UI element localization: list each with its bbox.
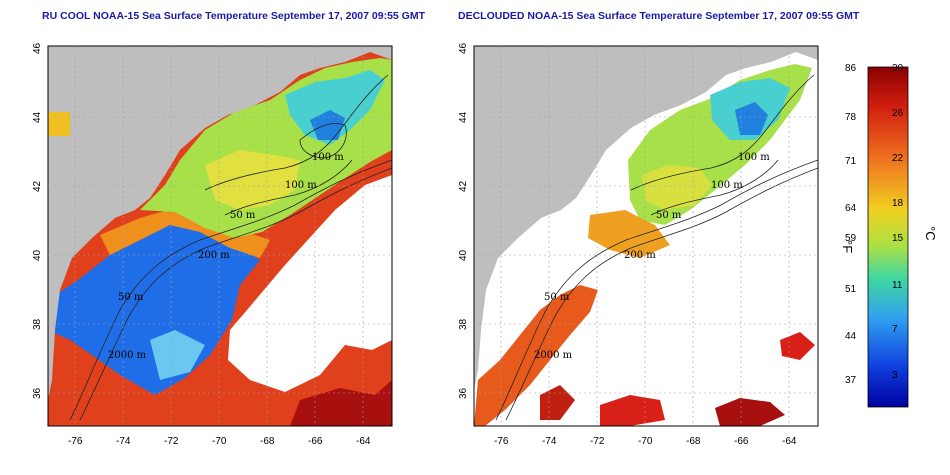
lon-tick-label: -68 bbox=[260, 436, 275, 447]
fahrenheit-unit-label: °F bbox=[840, 240, 855, 253]
lon-tick-label: -74 bbox=[116, 436, 131, 447]
contour-label: 100 m bbox=[738, 152, 770, 163]
celsius-tick: 11 bbox=[892, 280, 903, 291]
fahrenheit-tick: 59 bbox=[845, 233, 857, 244]
lat-tick-label: 44 bbox=[32, 111, 43, 123]
lat-tick-label: 36 bbox=[32, 387, 43, 399]
lat-tick-label: 40 bbox=[458, 249, 469, 261]
colorbar-gradient bbox=[867, 66, 909, 408]
left-lon-axis: -76 -74 -72 -70 -68 -66 -64 bbox=[68, 436, 371, 447]
celsius-scale: 30 26 22 18 15 11 7 3 bbox=[892, 63, 904, 381]
temperature-colorbar: 86 78 71 64 59 51 44 37 30 26 22 18 15 1… bbox=[840, 63, 938, 408]
lon-tick-label: -76 bbox=[68, 436, 83, 447]
right-map-panel: 100 m 100 m 50 m 200 m 50 m 2000 m -76 -… bbox=[458, 42, 819, 447]
cloud-region bbox=[228, 175, 392, 392]
lat-tick-label: 38 bbox=[32, 318, 43, 330]
fahrenheit-tick: 37 bbox=[845, 375, 857, 386]
land-mass bbox=[474, 46, 818, 390]
celsius-tick: 30 bbox=[892, 63, 904, 74]
lat-tick-label: 38 bbox=[458, 318, 469, 330]
left-grid bbox=[48, 46, 392, 426]
contour-label: 2000 m bbox=[534, 350, 573, 361]
contour-label: 100 m bbox=[285, 180, 317, 191]
right-map-frame bbox=[473, 45, 819, 427]
lon-tick-label: -72 bbox=[590, 436, 605, 447]
celsius-tick: 15 bbox=[892, 233, 904, 244]
contour-label: 200 m bbox=[624, 250, 656, 261]
bathymetry-contours bbox=[69, 74, 392, 421]
lon-tick-label: -70 bbox=[638, 436, 653, 447]
fahrenheit-scale: 86 78 71 64 59 51 44 37 bbox=[845, 63, 857, 386]
contour-label: 50 m bbox=[544, 292, 570, 303]
lon-tick-label: -72 bbox=[164, 436, 179, 447]
fahrenheit-tick: 64 bbox=[845, 203, 857, 214]
fahrenheit-tick: 51 bbox=[845, 284, 857, 295]
lat-tick-label: 46 bbox=[32, 42, 43, 54]
contour-label: 200 m bbox=[198, 250, 230, 261]
lon-tick-label: -64 bbox=[782, 436, 797, 447]
left-map-title: RU COOL NOAA-15 Sea Surface Temperature … bbox=[42, 10, 426, 22]
celsius-tick: 22 bbox=[892, 153, 904, 164]
contour-label: 2000 m bbox=[108, 350, 147, 361]
fahrenheit-tick: 78 bbox=[845, 112, 857, 123]
contour-label: 50 m bbox=[118, 292, 144, 303]
left-lat-axis: 36 38 40 42 44 46 bbox=[32, 42, 43, 399]
land-mass bbox=[48, 46, 392, 400]
lat-tick-label: 40 bbox=[32, 249, 43, 261]
fahrenheit-tick: 86 bbox=[845, 63, 857, 74]
right-grid bbox=[474, 46, 818, 426]
right-map-title: DECLOUDED NOAA-15 Sea Surface Temperatur… bbox=[458, 10, 860, 22]
lon-tick-label: -66 bbox=[308, 436, 323, 447]
right-lon-axis: -76 -74 -72 -70 -68 -66 -64 bbox=[494, 436, 797, 447]
lon-tick-label: -68 bbox=[686, 436, 701, 447]
lon-tick-label: -76 bbox=[494, 436, 509, 447]
lon-tick-label: -70 bbox=[212, 436, 227, 447]
left-map-frame bbox=[47, 45, 393, 427]
fahrenheit-tick: 71 bbox=[845, 156, 857, 167]
bathymetry-contours bbox=[495, 74, 818, 421]
celsius-tick: 18 bbox=[892, 198, 904, 209]
contour-label: 100 m bbox=[312, 152, 344, 163]
lat-tick-label: 42 bbox=[32, 180, 43, 192]
fahrenheit-tick: 44 bbox=[845, 331, 857, 342]
lat-tick-label: 44 bbox=[458, 111, 469, 123]
contour-label: 100 m bbox=[711, 180, 743, 191]
contour-label: 50 m bbox=[230, 210, 256, 221]
lat-tick-label: 46 bbox=[458, 42, 469, 54]
celsius-tick: 26 bbox=[892, 108, 904, 119]
lat-tick-label: 42 bbox=[458, 180, 469, 192]
lon-tick-label: -74 bbox=[542, 436, 557, 447]
lon-tick-label: -66 bbox=[734, 436, 749, 447]
lat-tick-label: 36 bbox=[458, 387, 469, 399]
contour-label: 50 m bbox=[656, 210, 682, 221]
celsius-tick: 7 bbox=[892, 324, 898, 335]
celsius-tick: 3 bbox=[892, 370, 898, 381]
lon-tick-label: -64 bbox=[356, 436, 371, 447]
left-map-panel: 100 m 100 m 50 m 200 m 50 m 2000 m -76 -… bbox=[32, 42, 393, 447]
celsius-unit-label: °C bbox=[923, 226, 938, 241]
right-lat-axis: 36 38 40 42 44 46 bbox=[458, 42, 469, 399]
